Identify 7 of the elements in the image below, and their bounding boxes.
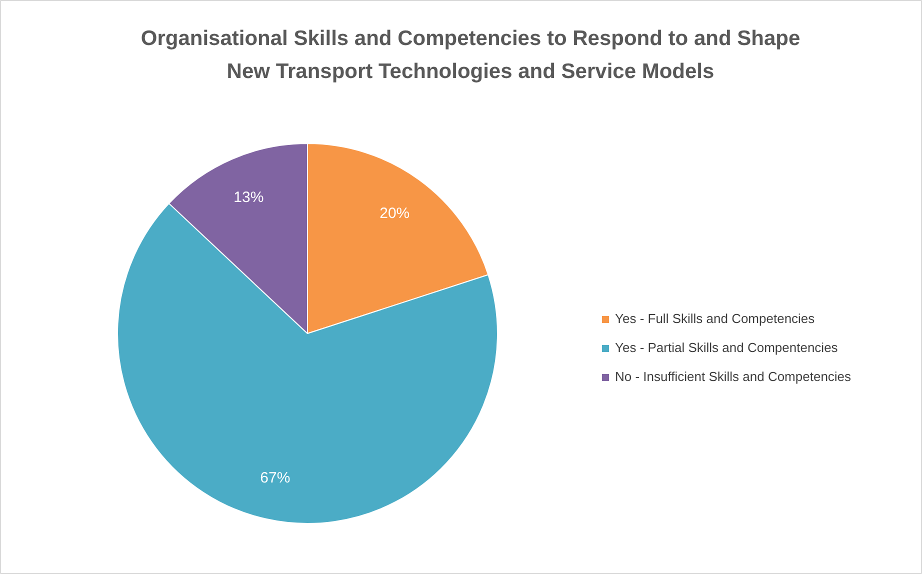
legend-label: Yes - Full Skills and Competencies [615, 311, 815, 326]
legend-label: No - Insufficient Skills and Competencies [615, 369, 852, 384]
data-label: 13% [234, 188, 264, 206]
chart-title: Organisational Skills and Competencies to Respond to and Shape New Transport Technologies and Service Models [140, 27, 800, 83]
legend-label: Yes - Partial Skills and Compentencies [615, 340, 838, 355]
data-label: 20% [380, 205, 410, 222]
data-label: 67% [260, 470, 290, 487]
